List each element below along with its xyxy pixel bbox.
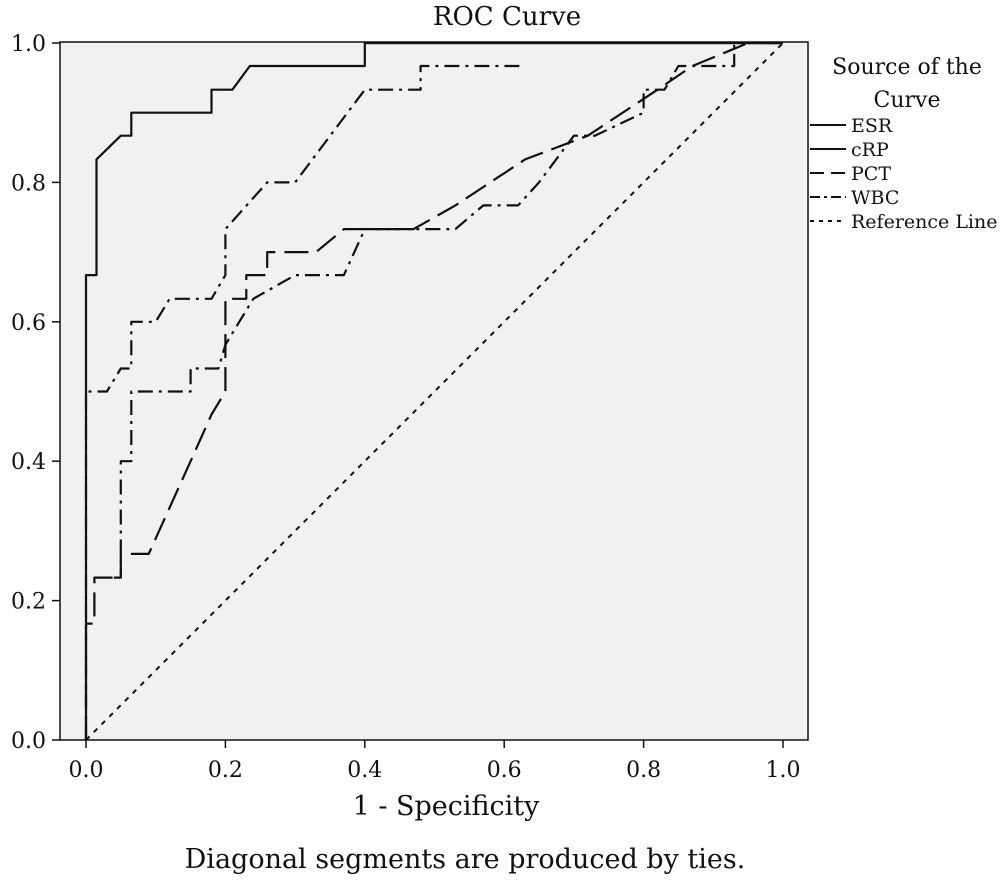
y-tick-label: 1.0 [11,32,46,57]
y-tick-label: 0.4 [11,450,46,475]
legend-label: WBC [851,187,899,209]
x-axis-label: 1 - Specificity [353,791,541,822]
x-tick-label: 0.0 [69,758,104,783]
legend-label: cRP [851,139,889,161]
series-line-wbc-lower [113,41,783,579]
y-tick-label: 0.6 [11,311,46,336]
footnote: Diagonal segments are produced by ties. [185,844,746,875]
legend-label: Reference Line [851,211,998,233]
series-layer [84,41,784,741]
legend-title-line2: Curve [874,88,941,113]
y-tick-label: 0.2 [11,590,46,615]
y-tick-label: 0.8 [11,171,46,196]
x-tick-label: 1.0 [766,758,801,783]
x-tick-label: 0.2 [208,758,243,783]
y-tick-label: 0.0 [11,729,46,754]
y-axis-ticks: 0.0 0.2 0.4 0.6 0.8 1.0 [11,32,60,754]
legend-label: ESR [851,115,893,137]
series-line-wbc [84,64,526,740]
legend-title-line1: Source of the [832,55,982,80]
x-tick-label: 0.4 [347,758,382,783]
x-tick-label: 0.8 [626,758,661,783]
series-line-pct [84,41,783,740]
legend-label: PCT [851,163,891,185]
chart-title: ROC Curve [433,2,581,32]
series-line-esr [84,41,783,740]
plot-area [59,41,809,741]
x-tick-label: 0.6 [487,758,522,783]
x-axis-ticks: 0.0 0.2 0.4 0.6 0.8 1.0 [69,740,801,783]
